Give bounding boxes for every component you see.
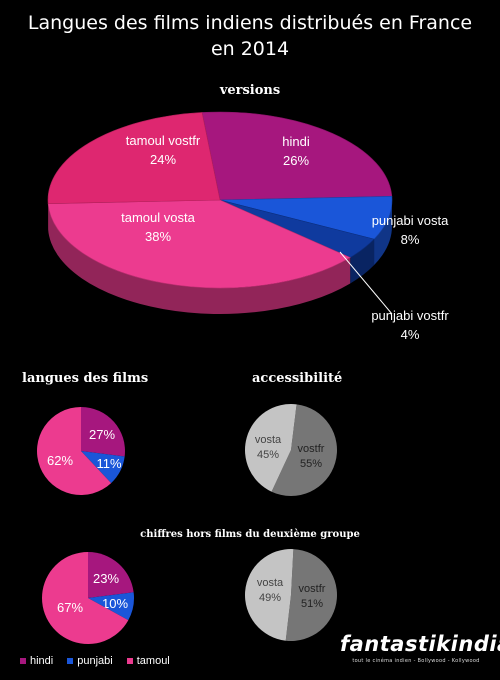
legend: hindi punjabi tamoul — [20, 655, 170, 667]
heading-accessibilite: accessibilité — [252, 371, 343, 386]
legend-item-punjabi: punjabi — [67, 655, 113, 667]
pie-1-slice-punjabi — [81, 451, 125, 484]
versions-label-tamoul-vostfr: tamoul vostfr — [126, 133, 201, 148]
legend-label-hindi: hindi — [30, 655, 54, 667]
versions-slice-tamoul-vosta — [47, 199, 351, 289]
versions-label-punjabi-vostfr: punjabi vostfr — [371, 308, 449, 323]
fantastikindia-logo: fantastikindia tout le cinéma indien - B… — [340, 632, 500, 664]
versions-label-tamoul-vosta: tamoul vosta — [121, 210, 195, 225]
versions-value-hindi: 26% — [283, 153, 309, 168]
versions-label-hindi: hindi — [282, 134, 310, 149]
pie-4-value-vosta: 49% — [259, 592, 281, 604]
versions-slice-tamoul-vostfr — [47, 112, 221, 204]
legend-label-tamoul: tamoul — [136, 655, 170, 667]
pie-2-slice-vosta — [245, 404, 297, 492]
pie-1-value-tamoul: 62% — [47, 453, 73, 468]
legend-swatch-hindi — [20, 658, 26, 664]
title-line-2: en 2014 — [210, 38, 290, 60]
pie-2-value-vostfr: 55% — [300, 458, 322, 470]
pie-1-slice-hindi — [81, 407, 125, 457]
pie-1-slice-tamoul — [36, 407, 112, 496]
pie-3-slice-punjabi — [88, 592, 134, 621]
heading-langues-des-films: langues des films — [22, 371, 149, 386]
versions-slice-hindi — [201, 111, 393, 201]
pie-3-slice-hindi — [88, 552, 134, 598]
pie-3-slice-tamoul — [41, 552, 129, 645]
pie-2-name-vostfr: vostfr — [298, 443, 325, 455]
pie-4-slice-vosta — [245, 549, 294, 641]
pie-3-value-tamoul: 67% — [57, 600, 83, 615]
pie-4-name-vosta: vosta — [257, 577, 284, 589]
legend-label-punjabi: punjabi — [77, 655, 113, 667]
pie-4-name-vostfr: vostfr — [299, 583, 326, 595]
pie-1-value-punjabi: 11% — [96, 456, 121, 471]
pie-4: vostfr 51% vosta 49% — [245, 549, 338, 642]
heading-versions: versions — [219, 83, 281, 98]
title-line-1: Langues des films indiens distribués en … — [27, 12, 473, 34]
pie-4-value-vostfr: 51% — [301, 598, 323, 610]
logo-text: fantastikindia — [340, 632, 500, 656]
chart-main-title: Langues des films indiens distribués en … — [0, 10, 500, 62]
logo-tagline: tout le cinéma indien - Bollywood - Koll… — [352, 658, 480, 664]
pie-4-slice-vostfr — [285, 549, 338, 642]
pie-1: 27% 11% 62% — [36, 407, 125, 496]
pie-1-value-hindi: 27% — [89, 427, 115, 442]
versions-value-punjabi-vostfr: 4% — [401, 327, 420, 342]
pie-3: 23% 10% 67% — [41, 552, 134, 645]
heading-hors-deuxieme-groupe: chiffres hors films du deuxième groupe — [140, 529, 360, 540]
legend-swatch-tamoul — [126, 658, 133, 664]
versions-side-punjabi-vostfr — [350, 239, 375, 284]
versions-label-punjabi-vosta: punjabi vosta — [372, 213, 449, 228]
versions-value-tamoul-vosta: 38% — [145, 229, 171, 244]
pie-2-name-vosta: vosta — [255, 434, 282, 446]
legend-item-hindi: hindi — [20, 655, 53, 667]
leader-line-punjabi-vostfr — [339, 251, 393, 315]
pie-2-slice-vostfr — [271, 404, 338, 496]
legend-swatch-punjabi — [67, 658, 74, 664]
versions-side-punjabi-vosta — [374, 200, 392, 266]
versions-side-tamoul-vosta — [48, 203, 351, 315]
versions-value-tamoul-vostfr: 24% — [150, 152, 176, 167]
pie-2: vostfr 55% vosta 45% — [245, 404, 338, 496]
legend-item-tamoul: tamoul — [126, 655, 170, 667]
pie-3-value-punjabi: 10% — [102, 596, 128, 611]
versions-pie: hindi 26% punjabi vosta 8% punjabi vostfr 4% t… — [47, 111, 449, 342]
versions-value-punjabi-vosta: 8% — [401, 232, 420, 247]
pie-2-value-vosta: 45% — [257, 449, 279, 461]
pie-3-value-hindi: 23% — [93, 571, 119, 586]
